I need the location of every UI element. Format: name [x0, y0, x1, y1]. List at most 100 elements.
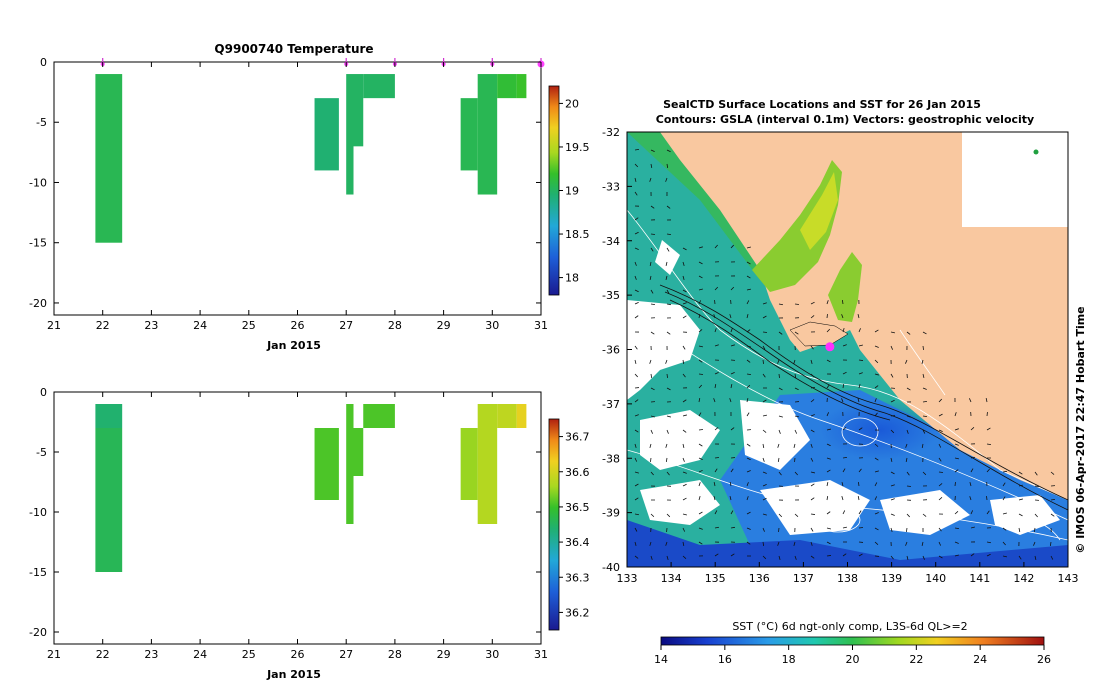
- velocity-vector: [713, 314, 716, 319]
- sst-colorbar-ticks: 14 16 18 20 22 24 26: [654, 645, 1051, 666]
- velocity-vector: [906, 387, 911, 391]
- velocity-vector: [666, 303, 672, 306]
- x-tick-label: 25: [242, 319, 256, 332]
- velocity-vector: [634, 275, 637, 280]
- velocity-vector: [762, 555, 767, 560]
- velocity-vector: [730, 372, 735, 375]
- salinity-panel: 21 22 23 24 25 26 27 28 29 30 31 0 -5 -10 -15 -20 Jan …: [29, 386, 589, 681]
- y-tick-label: -20: [29, 626, 47, 639]
- x-tick-label: 24: [193, 319, 207, 332]
- velocity-vector: [666, 429, 669, 434]
- velocity-vector: [970, 427, 975, 431]
- seal-location-marker: [825, 342, 835, 352]
- velocity-vector: [794, 429, 798, 434]
- velocity-vector: [730, 427, 735, 431]
- velocity-vector: [1033, 541, 1036, 546]
- x-tick-label: 27: [339, 648, 353, 661]
- velocity-vector: [634, 513, 640, 516]
- data-cell: [477, 74, 498, 195]
- velocity-vector: [858, 344, 863, 347]
- sst-colorbar-tick-label: 16: [718, 653, 732, 666]
- velocity-vector: [810, 414, 815, 417]
- velocity-vector: [666, 331, 671, 335]
- velocity-vector: [874, 541, 879, 545]
- velocity-vector: [874, 373, 879, 376]
- velocity-vector: [762, 443, 765, 449]
- velocity-vector: [698, 429, 704, 431]
- velocity-vector: [729, 496, 732, 501]
- sst-colorbar-tick-label: 14: [654, 653, 668, 666]
- y-tick-label: -10: [29, 176, 47, 189]
- velocity-vector: [842, 328, 845, 333]
- map-subtitle: Contours: GSLA (interval 0.1m) Vectors: …: [656, 113, 1034, 126]
- velocity-vector: [682, 541, 685, 546]
- velocity-vector: [810, 443, 813, 448]
- x-tick-label: 31: [534, 319, 548, 332]
- velocity-vector: [682, 359, 685, 365]
- velocity-vector: [714, 371, 719, 375]
- velocity-vector: [634, 373, 639, 378]
- velocity-vector: [858, 372, 863, 375]
- data-cell: [460, 428, 478, 500]
- velocity-vector: [650, 289, 654, 294]
- velocity-vector: [746, 541, 751, 545]
- velocity-vector: [698, 345, 703, 348]
- velocity-vector: [969, 482, 972, 487]
- x-tick-label: 24: [193, 648, 207, 661]
- lon-tick-label: 143: [1058, 572, 1079, 585]
- sst-colorbar-tick-label: 26: [1037, 653, 1051, 666]
- data-cell: [516, 404, 527, 428]
- velocity-vector: [922, 555, 925, 560]
- velocity-vector: [634, 163, 639, 168]
- lon-tick-label: 142: [1013, 572, 1034, 585]
- velocity-vector: [730, 244, 734, 249]
- velocity-vector: [746, 443, 751, 447]
- velocity-vector: [730, 344, 735, 347]
- velocity-vector: [874, 398, 877, 403]
- velocity-vector: [842, 456, 848, 459]
- velocity-vector: [874, 385, 879, 389]
- velocity-vector: [810, 345, 814, 350]
- lon-tick-label: 138: [837, 572, 858, 585]
- colorbar-tick-label: 36.3: [565, 571, 590, 584]
- x-tick-label: 28: [388, 648, 402, 661]
- y-tick-label: 0: [40, 56, 47, 69]
- velocity-vector: [778, 429, 781, 434]
- velocity-vector: [890, 484, 895, 487]
- velocity-vector: [842, 553, 847, 557]
- data-cell: [363, 74, 395, 99]
- velocity-vector: [698, 300, 702, 305]
- colorbar-tick-label: 36.6: [565, 466, 590, 479]
- velocity-vector: [858, 359, 864, 361]
- velocity-vector: [1050, 513, 1055, 517]
- velocity-vector: [810, 471, 815, 474]
- velocity-vector: [890, 345, 894, 350]
- velocity-vector: [874, 329, 879, 333]
- velocity-vector: [746, 373, 752, 376]
- velocity-vector: [794, 387, 799, 391]
- velocity-vector: [922, 331, 927, 335]
- y-tick-label: -10: [29, 506, 47, 519]
- velocity-vector: [682, 443, 685, 448]
- velocity-vector: [634, 315, 639, 319]
- y-tick-label: -15: [29, 566, 47, 579]
- velocity-vector: [665, 443, 668, 448]
- y-tick-label: 0: [40, 386, 47, 399]
- velocity-vector: [906, 471, 910, 476]
- velocity-vector: [1050, 555, 1054, 560]
- velocity-vector: [762, 457, 765, 462]
- velocity-vector: [698, 397, 701, 403]
- lon-tick-label: 139: [881, 572, 902, 585]
- velocity-vector: [730, 510, 734, 515]
- velocity-vector: [666, 373, 668, 379]
- velocity-vector: [1050, 471, 1055, 475]
- velocity-vector: [938, 429, 943, 433]
- velocity-vector: [954, 469, 959, 473]
- velocity-vector: [906, 429, 909, 434]
- velocity-vector: [650, 471, 654, 476]
- velocity-vector: [650, 205, 655, 209]
- velocity-vector: [698, 412, 702, 417]
- velocity-vector: [858, 384, 861, 389]
- salinity-x-axis-label: Jan 2015: [266, 668, 321, 681]
- velocity-vector: [650, 163, 653, 169]
